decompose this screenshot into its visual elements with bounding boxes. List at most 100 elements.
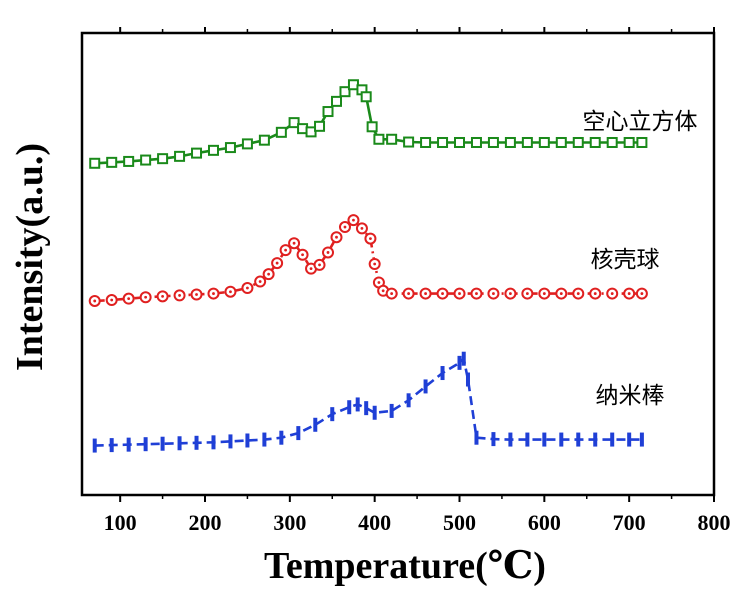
data-point-0-2: [123, 155, 135, 167]
data-point-0-36: [589, 136, 601, 148]
data-point-2-3: [143, 437, 148, 452]
data-point-1-5-dot: [178, 294, 181, 297]
data-point-1-36-dot: [542, 292, 546, 295]
data-point-0-16: [322, 106, 334, 118]
data-point-1-4-dot: [161, 294, 164, 298]
data-point-0-5: [174, 150, 186, 162]
data-point-1-25-dot: [377, 281, 381, 284]
data-point-2-18: [372, 405, 377, 420]
data-point-2-20: [406, 393, 411, 408]
data-point-1-11-dot: [267, 272, 271, 276]
data-point-2-7: [211, 435, 216, 450]
x-tick-label-600: 600: [528, 510, 561, 535]
x-tick-label-300: 300: [273, 510, 306, 535]
data-point-2-31: [559, 432, 564, 447]
data-point-1-17-dot: [318, 263, 321, 267]
data-point-2-11: [279, 430, 284, 445]
data-point-2-36: [639, 432, 644, 447]
data-point-0-22: [366, 121, 378, 133]
x-axis-title: Temperature(℃): [264, 545, 546, 587]
data-point-1-37-dot: [559, 292, 563, 295]
data-point-2-28: [508, 432, 513, 447]
data-point-2-6: [194, 435, 199, 450]
data-point-2-35: [627, 432, 632, 447]
data-point-2-15: [347, 400, 352, 415]
data-point-1-24-dot: [373, 262, 377, 266]
y-axis-title: Intensity(a.u.): [9, 143, 51, 371]
data-point-1-16-dot: [309, 267, 313, 271]
data-point-1-19-dot: [335, 235, 338, 239]
data-point-1-34-dot: [509, 292, 512, 295]
data-point-1-13-dot: [284, 248, 287, 252]
data-point-0-18: [339, 86, 351, 98]
data-point-2-4: [160, 436, 165, 451]
data-point-1-3-dot: [144, 295, 148, 299]
data-point-0-30: [487, 136, 499, 148]
axes: [80, 31, 716, 497]
data-point-0-1: [106, 156, 118, 168]
data-point-1-39-dot: [593, 292, 597, 295]
data-point-0-3: [140, 154, 152, 166]
data-point-2-21: [423, 379, 428, 394]
x-tick-label-200: 200: [189, 510, 222, 535]
data-point-2-30: [542, 432, 547, 447]
data-point-2-19: [389, 403, 394, 418]
data-point-2-13: [313, 417, 318, 432]
x-tick-label-100: 100: [104, 510, 137, 535]
x-tick-label-400: 400: [358, 510, 391, 535]
data-point-1-35-dot: [525, 292, 529, 295]
data-point-0-21: [360, 91, 372, 103]
data-point-2-17: [364, 401, 369, 416]
data-point-0-39: [636, 136, 648, 148]
data-point-2-34: [610, 432, 615, 447]
data-point-0-24: [386, 133, 398, 145]
data-point-1-14-dot: [292, 241, 296, 245]
data-point-0-11: [275, 126, 287, 138]
data-point-2-16: [355, 397, 360, 412]
data-point-2-12: [296, 426, 301, 441]
data-point-1-6-dot: [195, 293, 198, 296]
x-axis-ticks: 100 200 300 400 500 600 700 800: [104, 27, 731, 535]
series-label-0: 空心立方体: [583, 109, 698, 135]
data-point-1-32-dot: [475, 292, 478, 295]
data-point-1-10-dot: [258, 280, 262, 283]
data-point-0-25: [403, 136, 415, 148]
data-point-0-37: [606, 136, 618, 148]
data-point-0-8: [224, 142, 236, 154]
data-point-1-28-dot: [407, 292, 411, 295]
data-point-2-33: [593, 432, 598, 447]
data-point-1-15-dot: [301, 253, 304, 257]
data-point-0-29: [470, 136, 482, 148]
x-tick-label-700: 700: [613, 510, 646, 535]
data-point-0-26: [420, 136, 432, 148]
data-point-2-5: [177, 436, 182, 451]
series-0: [89, 79, 648, 169]
x-tick-label-800: 800: [698, 510, 731, 535]
data-point-2-25: [465, 372, 470, 387]
series-layer: [88, 79, 648, 453]
series-1: [88, 214, 648, 307]
data-point-1-7-dot: [212, 292, 215, 295]
data-point-1-21-dot: [352, 218, 355, 222]
data-point-1-29-dot: [424, 292, 427, 295]
data-point-2-27: [491, 432, 496, 447]
data-point-1-27-dot: [390, 292, 394, 295]
data-point-1-31-dot: [458, 292, 461, 295]
data-point-1-8-dot: [229, 290, 232, 294]
data-point-0-9: [241, 138, 253, 150]
data-point-0-7: [207, 144, 219, 156]
data-point-2-24: [461, 351, 466, 366]
data-point-2-22: [440, 366, 445, 381]
data-point-0-23: [373, 133, 385, 145]
data-point-1-20-dot: [343, 225, 347, 229]
data-point-0-0: [89, 157, 101, 169]
data-point-2-10: [262, 432, 267, 447]
data-point-0-17: [330, 95, 342, 107]
data-point-1-0-dot: [93, 299, 97, 303]
data-point-0-6: [191, 147, 203, 159]
data-point-2-9: [245, 433, 250, 448]
data-point-0-31: [504, 136, 516, 148]
series-label-2: 纳米棒: [596, 383, 665, 409]
